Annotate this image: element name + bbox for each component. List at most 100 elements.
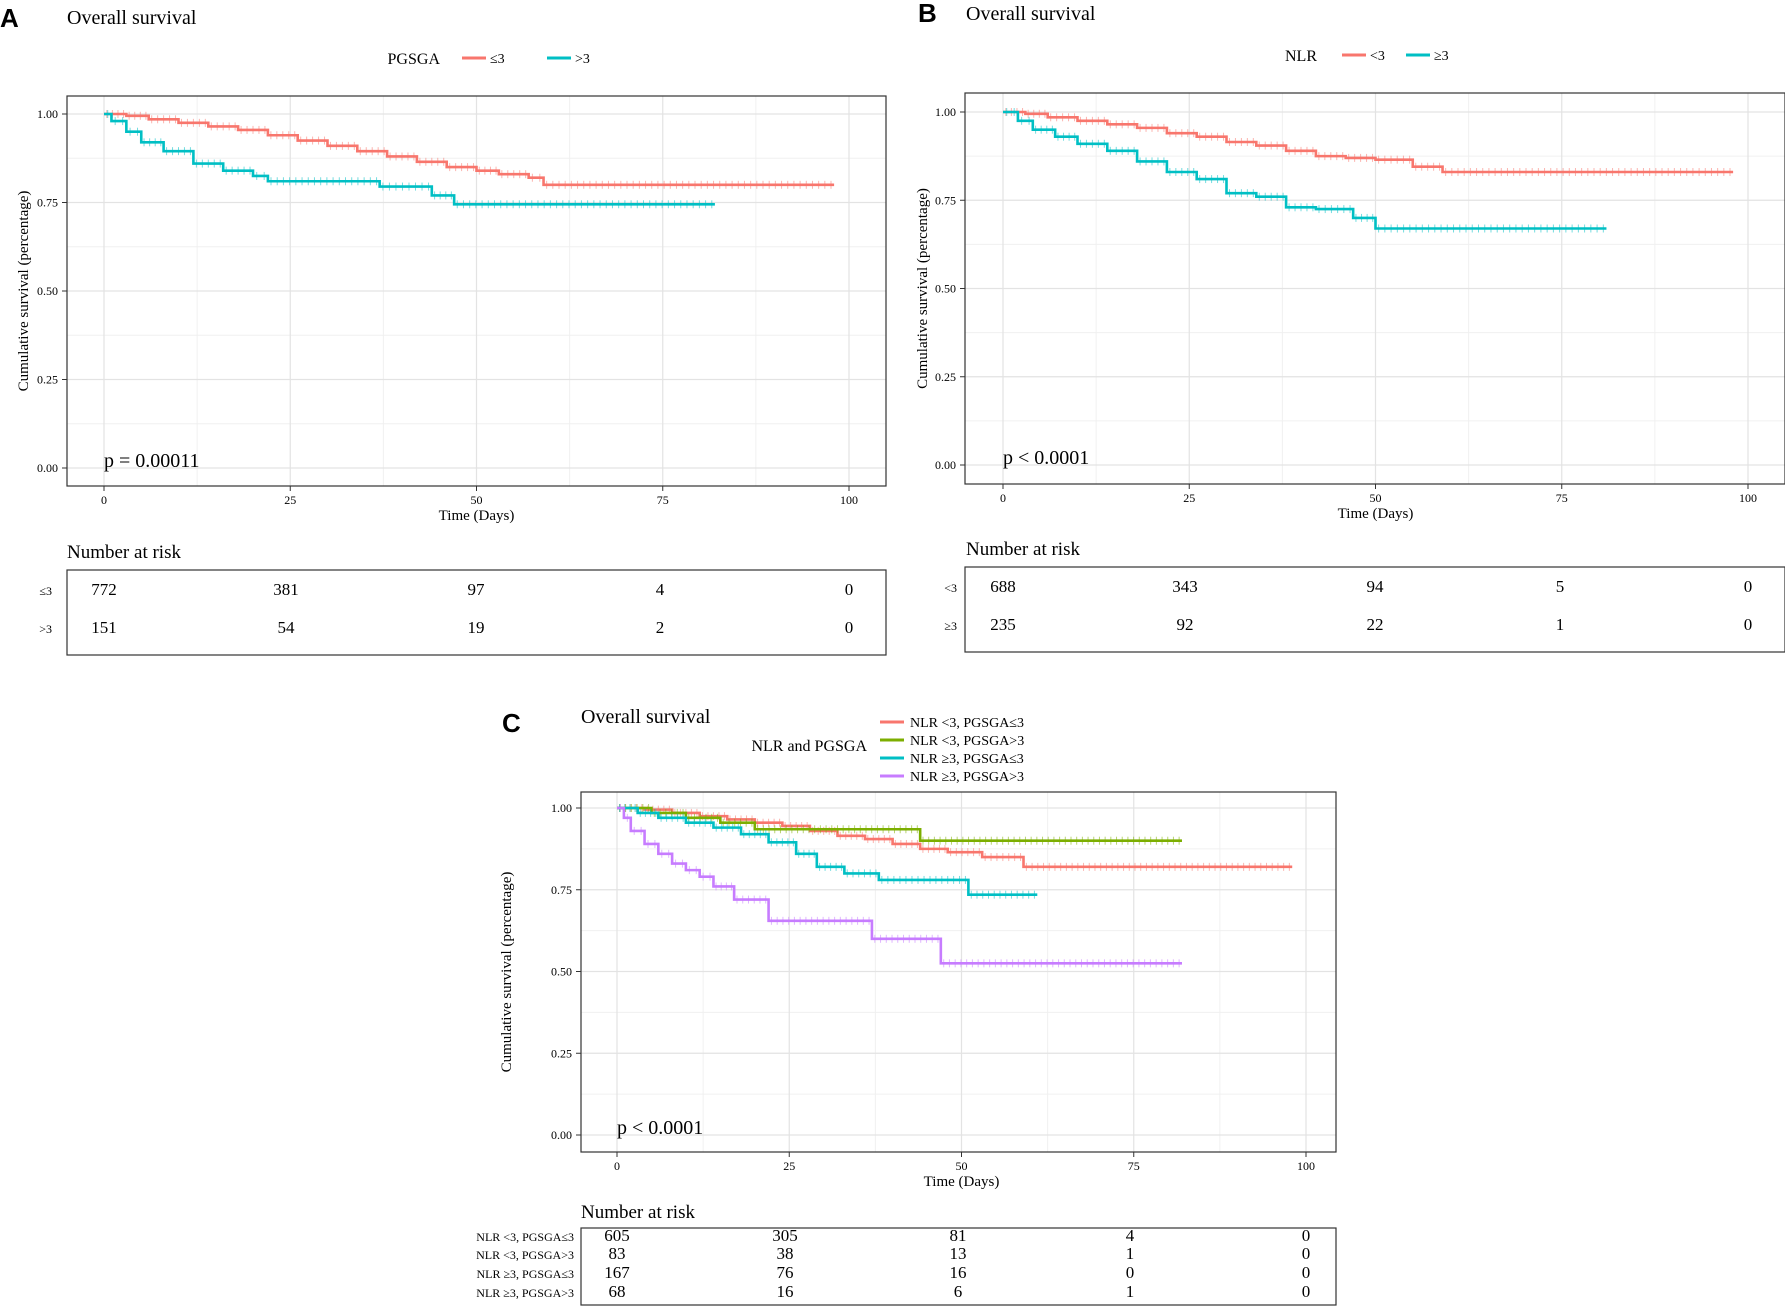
- risk-count: 92: [1177, 615, 1194, 634]
- plot-area: 0 25 50 75 100 0.00 0.25 0.50 0.75 1.00: [37, 96, 886, 507]
- panel-letter: B: [918, 0, 937, 28]
- y-tick-label: 0.25: [551, 1046, 572, 1060]
- x-tick-label: 75: [1128, 1159, 1140, 1173]
- x-axis-title: Time (Days): [1338, 506, 1414, 522]
- risk-count: 1: [1126, 1244, 1135, 1263]
- legend-title: PGSGA: [388, 51, 441, 68]
- risk-count: 0: [1126, 1263, 1135, 1282]
- risk-row-label: >3: [39, 622, 52, 636]
- risk-row-label: NLR <3, PGSGA≤3: [476, 1230, 574, 1244]
- risk-count: 83: [609, 1244, 626, 1263]
- survival-curve: [1003, 110, 1734, 174]
- legend-label: NLR ≥3, PGSGA≤3: [910, 752, 1024, 767]
- y-tick-label: 0.25: [935, 370, 956, 384]
- risk-count: 343: [1172, 577, 1198, 596]
- x-tick-label: 25: [284, 493, 296, 507]
- y-tick-label: 1.00: [37, 107, 58, 121]
- risk-count: 4: [656, 580, 665, 599]
- x-tick-label: 0: [1000, 491, 1006, 505]
- x-tick-label: 75: [1556, 491, 1568, 505]
- risk-count: 772: [91, 580, 117, 599]
- risk-count: 19: [468, 618, 485, 637]
- x-tick-label: 0: [614, 1159, 620, 1173]
- legend-label: ≤3: [490, 52, 505, 67]
- legend-label: NLR <3, PGSGA≤3: [910, 716, 1024, 731]
- x-tick-label: 100: [1297, 1159, 1315, 1173]
- risk-table-title: Number at risk: [581, 1202, 695, 1223]
- legend: PGSGA ≤3 >3: [388, 51, 590, 68]
- y-tick-label: 0.25: [37, 373, 58, 387]
- plot-border: [66, 95, 887, 487]
- x-tick-label: 100: [1739, 491, 1757, 505]
- x-tick-label: 25: [783, 1159, 795, 1173]
- risk-count: 5: [1556, 577, 1565, 596]
- risk-count: 81: [950, 1226, 967, 1245]
- legend: NLR and PGSGA NLR <3, PGSGA≤3 NLR <3, PGSG…: [751, 716, 1024, 785]
- risk-row-label: <3: [944, 581, 957, 595]
- x-tick-label: 50: [956, 1159, 968, 1173]
- risk-count: 13: [950, 1244, 967, 1263]
- plot-area: 0 25 50 75 100 0.00 0.25 0.50 0.75 1.00: [935, 93, 1785, 505]
- chart-title: Overall survival: [966, 3, 1096, 25]
- risk-count: 688: [990, 577, 1016, 596]
- series-0: [104, 110, 835, 189]
- risk-table-title: Number at risk: [67, 542, 181, 563]
- panel-letter: C: [502, 708, 521, 738]
- risk-count: 0: [1302, 1244, 1311, 1263]
- risk-table: Number at risk <3 688 343 94 5 0 ≥3 235 92 22 1 0: [944, 539, 1785, 653]
- risk-count: 0: [1302, 1226, 1311, 1245]
- y-tick-label: 0.50: [935, 282, 956, 296]
- panel-letter: A: [0, 3, 19, 33]
- risk-table-border: [66, 569, 887, 656]
- risk-row-label: ≥3: [944, 619, 957, 633]
- risk-count: 235: [990, 615, 1016, 634]
- p-value: p < 0.0001: [617, 1117, 703, 1139]
- x-tick-label: 75: [657, 493, 669, 507]
- y-tick-label: 0.75: [37, 196, 58, 210]
- risk-count: 0: [1744, 577, 1753, 596]
- series-0: [1003, 108, 1734, 177]
- y-tick-label: 0.50: [551, 965, 572, 979]
- risk-count: 0: [1302, 1263, 1311, 1282]
- legend-label: <3: [1370, 49, 1385, 64]
- x-axis-title: Time (Days): [439, 508, 515, 524]
- risk-count: 151: [91, 618, 117, 637]
- risk-count: 94: [1367, 577, 1385, 596]
- y-tick-label: 0.75: [551, 883, 572, 897]
- risk-count: 76: [777, 1263, 794, 1282]
- plot-border: [964, 92, 1785, 485]
- risk-count: 0: [845, 580, 854, 599]
- survival-curve: [617, 806, 1038, 896]
- risk-row-label: NLR ≥3, PGSGA>3: [476, 1286, 574, 1300]
- y-axis-title: Cumulative survival (percentage): [499, 872, 515, 1073]
- risk-count: 1: [1556, 615, 1565, 634]
- chart-title: Overall survival: [67, 7, 197, 29]
- legend-title: NLR: [1285, 48, 1317, 65]
- risk-count: 54: [278, 618, 296, 637]
- risk-count: 68: [609, 1282, 626, 1301]
- risk-count: 16: [950, 1263, 967, 1282]
- risk-table: Number at risk ≤3 772 381 97 4 0 >3 151 54 19 2 0: [39, 542, 887, 656]
- panel-c: C Overall survival NLR and PGSGA NLR <3, PG…: [476, 706, 1337, 1306]
- y-axis-title: Cumulative survival (percentage): [915, 188, 931, 389]
- risk-count: 0: [1302, 1282, 1311, 1301]
- risk-count: 605: [604, 1226, 630, 1245]
- risk-count: 22: [1367, 615, 1384, 634]
- x-tick-label: 100: [840, 493, 858, 507]
- x-tick-label: 0: [101, 493, 107, 507]
- risk-count: 97: [468, 580, 486, 599]
- y-tick-label: 0.75: [935, 193, 956, 207]
- legend-label: NLR ≥3, PGSGA>3: [910, 770, 1024, 785]
- x-tick-label: 25: [1183, 491, 1195, 505]
- risk-count: 0: [845, 618, 854, 637]
- risk-table: Number at risk NLR <3, PGSGA≤3 605 305 81 4 0 N…: [476, 1202, 1337, 1306]
- legend-label: ≥3: [1434, 49, 1449, 64]
- risk-count: 2: [656, 618, 665, 637]
- risk-table-border: [964, 566, 1785, 653]
- survival-curve: [617, 806, 1182, 965]
- risk-count: 38: [777, 1244, 794, 1263]
- series-1: [1003, 108, 1607, 233]
- y-tick-label: 0.00: [935, 458, 956, 472]
